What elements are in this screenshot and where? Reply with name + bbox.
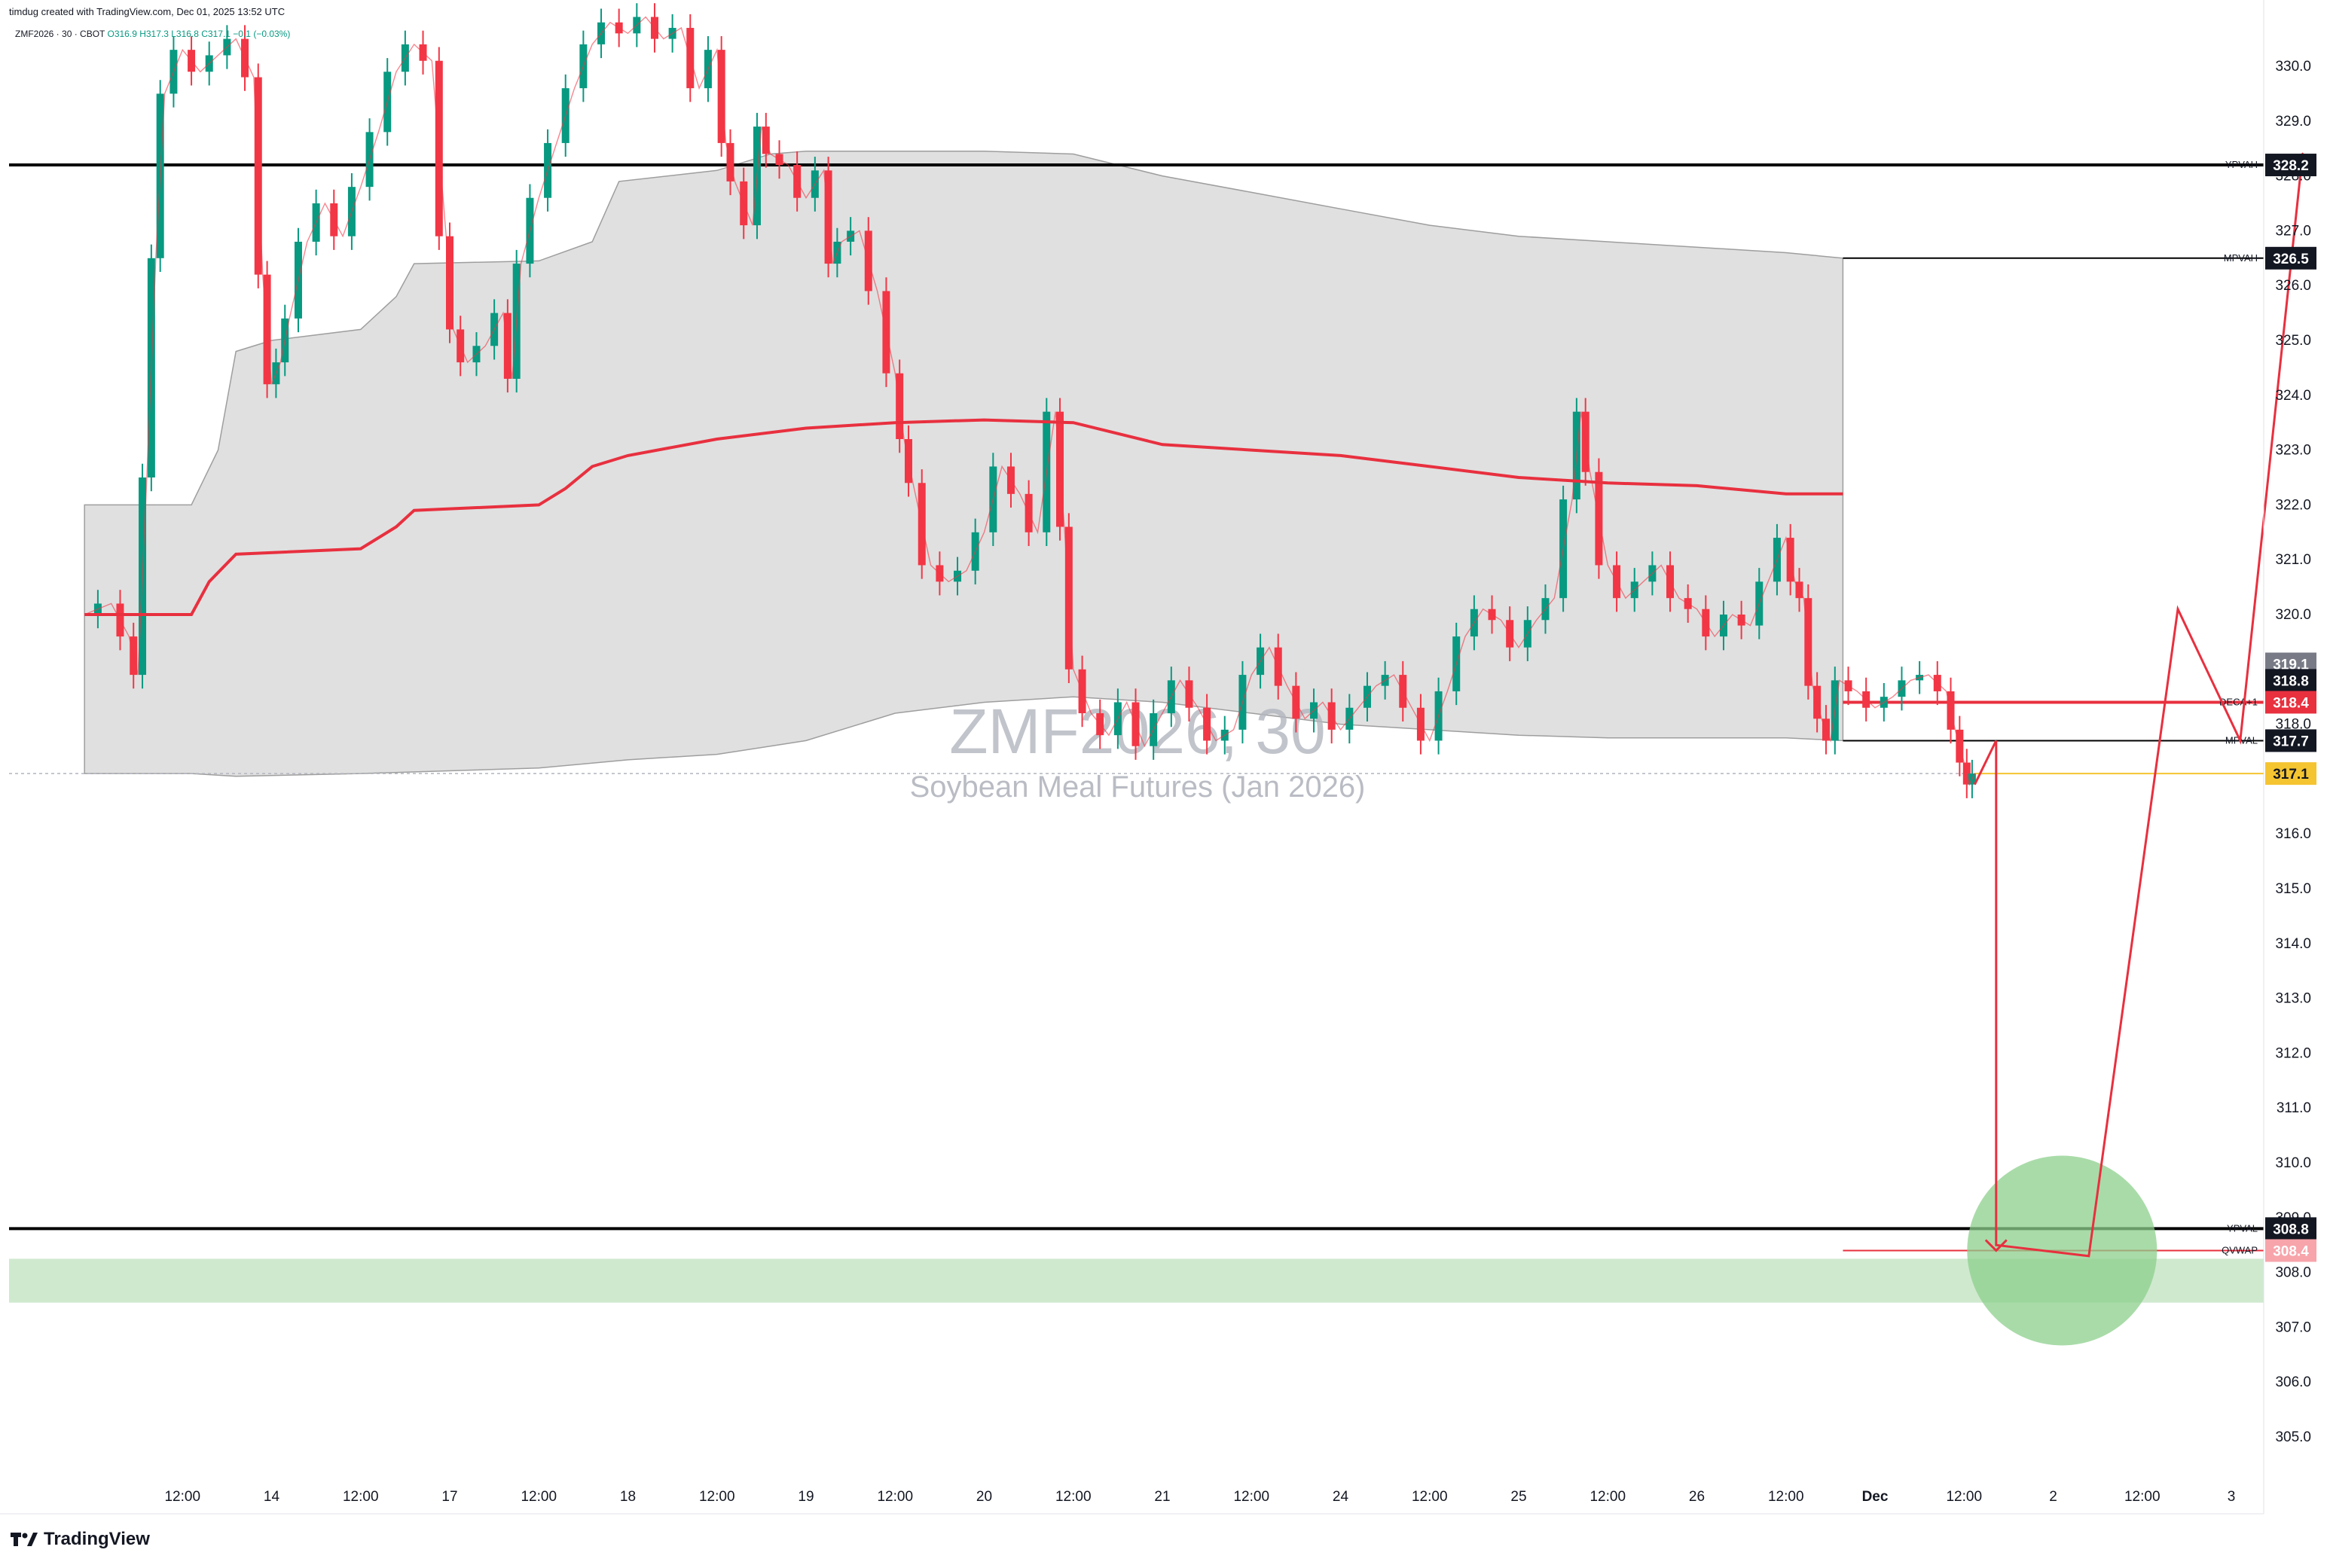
y-tick-label: 315.0 [2275, 881, 2311, 897]
x-tick-label: 12:00 [164, 1489, 200, 1505]
x-tick-label: 24 [1333, 1489, 1349, 1505]
x-tick-label: 3 [2228, 1489, 2236, 1505]
y-tick-label: 326.0 [2275, 278, 2311, 294]
target-circle [1967, 1155, 2158, 1346]
x-tick-label: 25 [1510, 1489, 1526, 1505]
y-tick-label: 318.0 [2275, 717, 2311, 733]
x-tick-label: 20 [976, 1489, 992, 1505]
x-tick-label: 18 [620, 1489, 636, 1505]
level-tag-mpval: 317.7 [2273, 734, 2309, 749]
watermark-name: Soybean Meal Futures (Jan 2026) [910, 770, 1366, 804]
y-tick-label: 324.0 [2275, 388, 2311, 404]
y-tick-label: 325.0 [2275, 333, 2311, 349]
y-tick-label: 327.0 [2275, 223, 2311, 239]
x-tick-label: 2 [2049, 1489, 2057, 1505]
level-label-deca+1: DECA+1 [2219, 696, 2258, 707]
x-tick-label: 19 [798, 1489, 814, 1505]
y-tick-label: 306.0 [2275, 1374, 2311, 1390]
level-tag-deca+1-bg [2265, 691, 2316, 714]
created-by-caption: timdug created with TradingView.com, Dec… [9, 6, 286, 17]
level-tag-mpvah: 326.5 [2273, 252, 2309, 267]
y-tick-label: 330.0 [2275, 59, 2311, 75]
y-tick-label: 314.0 [2275, 936, 2311, 952]
y-tick-label: 308.0 [2275, 1265, 2311, 1281]
x-tick-label: 12:00 [1233, 1489, 1269, 1505]
ohlc-values: O316.9 H317.3 L316.8 C317.1 −0.1 (−0.03%… [107, 29, 291, 39]
value-area-profile [84, 151, 1844, 777]
scenario-path [1995, 154, 2304, 1258]
x-tick-label: 12:00 [1055, 1489, 1092, 1505]
level-label-ypvah: YPVAH [2225, 159, 2258, 170]
tradingview-logo-icon [11, 1530, 38, 1548]
level-label-ypval: YPVAL [2227, 1222, 2258, 1234]
x-tick-label: 12:00 [699, 1489, 735, 1505]
x-tick-label: 12:00 [1768, 1489, 1804, 1505]
x-tick-label: 21 [1154, 1489, 1170, 1505]
level-tag-mpvah-bg [2265, 246, 2316, 270]
level-tag-mpval-bg [2265, 729, 2316, 752]
x-tick-label: 12:00 [877, 1489, 913, 1505]
poc-line [84, 418, 1843, 616]
y-tick-label: 321.0 [2275, 552, 2311, 568]
level-tag-ypval-bg [2265, 1217, 2316, 1240]
level-tag-qvwap: 308.4 [2273, 1243, 2309, 1259]
symbol-line: ZMF2026 · 30 · CBOT [15, 29, 105, 39]
level-tag-qvwap-bg [2265, 1239, 2316, 1262]
y-tick-label: 312.0 [2275, 1045, 2311, 1061]
projection-bounce [1974, 740, 1998, 786]
x-tick-label: 12:00 [1412, 1489, 1448, 1505]
y-tick-label: 310.0 [2275, 1155, 2311, 1171]
y-tick-label: 320.0 [2275, 607, 2311, 623]
x-tick-label: 12:00 [1590, 1489, 1626, 1505]
x-tick-label: 12:00 [343, 1489, 379, 1505]
y-tick-label: 305.0 [2275, 1429, 2311, 1445]
x-tick-label: Dec [1862, 1489, 1889, 1505]
x-tick-label: 26 [1689, 1489, 1705, 1505]
y-tick-label: 322.0 [2275, 497, 2311, 513]
vwap-thin-line [84, 16, 1976, 786]
x-tick-label: 14 [264, 1489, 280, 1505]
y-tick-label: 329.0 [2275, 114, 2311, 130]
y-tick-label: 307.0 [2275, 1319, 2311, 1335]
level-tag-ypval: 308.8 [2273, 1222, 2309, 1237]
price-tag-bg [2265, 762, 2316, 786]
symbol-legend[interactable]: ZMF2026 · 30 · CBOT O316.9 H317.3 L316.8… [15, 29, 290, 39]
level-tag-ypvah: 328.2 [2273, 158, 2309, 174]
x-tick-label: 12:00 [2124, 1489, 2161, 1505]
level-tag-ypvah-bg [2265, 154, 2316, 177]
level-label-mpval: MPVAL [2225, 734, 2258, 746]
x-tick-label: 12:00 [1946, 1489, 1982, 1505]
x-tick-label: 17 [441, 1489, 457, 1505]
level-tag-deca+1: 318.4 [2273, 695, 2309, 711]
arrowhead-down [1984, 1239, 2008, 1252]
level-label-qvwap: QVWAP [2222, 1244, 2258, 1255]
tradingview-brand[interactable]: TradingView [11, 1527, 150, 1552]
price-tag: 318.8 [2273, 673, 2309, 689]
y-tick-label: 323.0 [2275, 443, 2311, 459]
y-tick-label: 313.0 [2275, 991, 2311, 1007]
y-tick-label: 311.0 [2277, 1100, 2311, 1116]
price-tag: 317.1 [2273, 767, 2309, 782]
target-zone-band [9, 1258, 2264, 1303]
x-tick-label: 12:00 [521, 1489, 557, 1505]
level-label-mpvah: MPVAH [2224, 252, 2258, 264]
price-tag-bg [2265, 669, 2316, 692]
brand-name: TradingView [44, 1529, 150, 1549]
price-tag: 319.1 [2273, 657, 2309, 673]
y-tick-label: 316.0 [2275, 826, 2311, 842]
